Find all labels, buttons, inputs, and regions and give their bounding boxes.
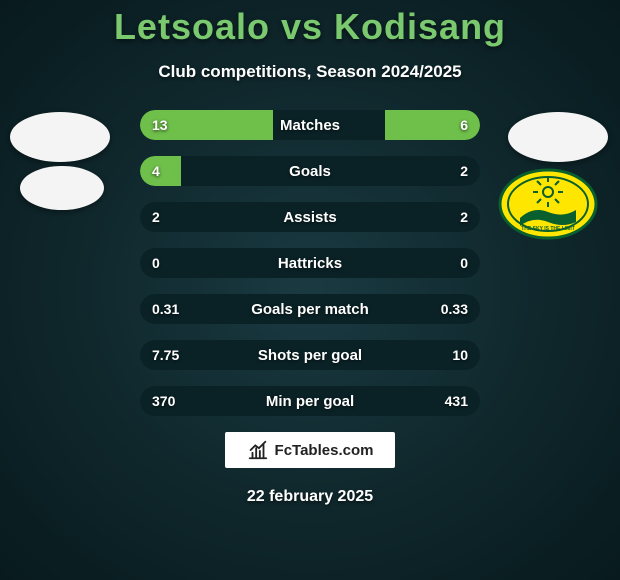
date-label: 22 february 2025 (0, 488, 620, 506)
stat-row-value-left: 0 (140, 248, 172, 278)
comparison-title: Letsoalo vs Kodisang (0, 0, 620, 48)
club-badge-right-2: THE SKY IS THE LIMIT (498, 168, 598, 240)
stat-row-value-left: 0.31 (140, 294, 191, 324)
svg-text:THE SKY IS THE LIMIT: THE SKY IS THE LIMIT (521, 226, 575, 232)
stat-row-value-right: 6 (448, 110, 480, 140)
stat-row: Goals4 2 (140, 156, 480, 186)
stat-row-label: Goals (140, 156, 480, 186)
player-left-name: Letsoalo (114, 6, 270, 47)
stat-row-value-right: 0.33 (429, 294, 480, 324)
stat-row: Min per goal370 431 (140, 386, 480, 416)
club-badge-right-1 (508, 112, 608, 162)
watermark-text: FcTables.com (275, 442, 374, 459)
stat-row-value-left: 13 (140, 110, 180, 140)
vs-label: vs (281, 6, 323, 47)
stat-row: Hattricks0 0 (140, 248, 480, 278)
club-badge-left-2 (20, 166, 104, 210)
stat-row-value-left: 2 (140, 202, 172, 232)
stat-row: Goals per match0.310.33 (140, 294, 480, 324)
stat-row-value-right: 0 (448, 248, 480, 278)
stat-row-value-right: 431 (433, 386, 480, 416)
stat-row-value-left: 370 (140, 386, 187, 416)
chart-icon (247, 439, 269, 461)
sundowns-crest-icon: THE SKY IS THE LIMIT (498, 168, 598, 240)
player-right-name: Kodisang (334, 6, 506, 47)
stat-row-value-left: 7.75 (140, 340, 191, 370)
stat-rows: Matches136Goals42Assists22Hattricks00Goa… (140, 110, 480, 416)
stat-row-value-right: 10 (440, 340, 480, 370)
stat-row: Matches13 6 (140, 110, 480, 140)
stat-row-value-right: 2 (448, 202, 480, 232)
club-badge-left-1 (10, 112, 110, 162)
stat-row: Assists2 2 (140, 202, 480, 232)
stat-row-label: Hattricks (140, 248, 480, 278)
comparison-content: THE SKY IS THE LIMIT Matches136Goals42As… (0, 110, 620, 416)
subtitle: Club competitions, Season 2024/2025 (0, 62, 620, 82)
stat-row-label: Assists (140, 202, 480, 232)
watermark[interactable]: FcTables.com (225, 432, 395, 468)
stat-row-label: Min per goal (140, 386, 480, 416)
stat-row: Shots per goal7.7510 (140, 340, 480, 370)
stat-row-value-right: 2 (448, 156, 480, 186)
stat-row-value-left: 4 (140, 156, 172, 186)
stat-row-label: Matches (140, 110, 480, 140)
